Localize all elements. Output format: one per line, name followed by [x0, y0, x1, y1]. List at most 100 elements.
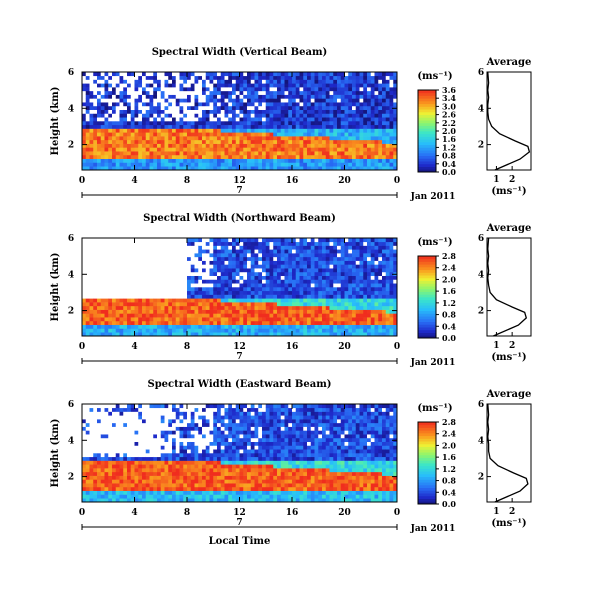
heatmap-cell — [213, 294, 218, 299]
heatmap-cell — [310, 90, 315, 95]
heatmap-cell — [217, 241, 222, 246]
heatmap-cell — [134, 249, 139, 254]
heatmap-cell — [393, 154, 398, 159]
heatmap-cell — [194, 302, 199, 307]
heatmap-cell — [235, 275, 240, 280]
heatmap-cell — [104, 113, 109, 118]
heatmap-cell — [130, 460, 135, 465]
heatmap-cell — [100, 313, 105, 318]
heatmap-cell — [104, 151, 109, 156]
heatmap-cell — [85, 264, 90, 269]
heatmap-cell — [265, 260, 270, 265]
heatmap-cell — [89, 136, 94, 141]
heatmap-cell — [130, 415, 135, 420]
colorbar-swatch — [418, 147, 436, 151]
heatmap-cell — [127, 121, 132, 126]
heatmap-cell — [243, 117, 248, 122]
heatmap-cell — [198, 320, 203, 325]
heatmap-cell — [363, 271, 368, 276]
heatmap-cell — [363, 241, 368, 246]
heatmap-cell — [378, 109, 383, 114]
heatmap-cell — [322, 324, 327, 329]
heatmap-cell — [119, 294, 124, 299]
heatmap-cell — [378, 102, 383, 107]
heatmap-cell — [344, 143, 349, 148]
heatmap-cell — [359, 328, 364, 333]
heatmap-cell — [160, 245, 165, 250]
heatmap-cell — [198, 75, 203, 80]
heatmap-cell — [142, 98, 147, 103]
heatmap-cell — [209, 332, 214, 337]
heatmap-cell — [213, 102, 218, 107]
heatmap-cell — [160, 324, 165, 329]
heatmap-cell — [325, 283, 330, 288]
heatmap-cell — [172, 283, 177, 288]
heatmap-cell — [164, 162, 169, 167]
heatmap-cell — [352, 256, 357, 261]
heatmap-cell — [145, 113, 150, 118]
heatmap-cell — [344, 313, 349, 318]
heatmap-cell — [348, 238, 353, 243]
heatmap-cell — [352, 275, 357, 280]
heatmap-cell — [367, 268, 372, 273]
heatmap-cell — [247, 275, 252, 280]
heatmap-cell — [168, 249, 173, 254]
heatmap-cell — [100, 437, 105, 442]
heatmap-cell — [220, 245, 225, 250]
heatmap-cell — [198, 249, 203, 254]
heatmap-cell — [370, 158, 375, 163]
heatmap-cell — [378, 313, 383, 318]
heatmap-cell — [359, 162, 364, 167]
heatmap-cell — [232, 253, 237, 258]
heatmap-cell — [123, 162, 128, 167]
heatmap-cell — [374, 332, 379, 337]
heatmap-cell — [149, 151, 154, 156]
heatmap-cell — [258, 249, 263, 254]
heatmap-cell — [340, 109, 345, 114]
heatmap-cell — [239, 298, 244, 303]
heatmap-cell — [247, 113, 252, 118]
heatmap-cell — [374, 298, 379, 303]
heatmap-cell — [224, 124, 229, 129]
heatmap-cell — [292, 298, 297, 303]
heatmap-cell — [100, 121, 105, 126]
heatmap-cell — [333, 279, 338, 284]
heatmap-cell — [247, 87, 252, 92]
heatmap-cell — [100, 309, 105, 314]
heatmap-cell — [119, 404, 124, 409]
heatmap-cell — [187, 151, 192, 156]
heatmap-cell — [224, 83, 229, 88]
heatmap-cell — [149, 109, 154, 114]
heatmap-cell — [247, 94, 252, 99]
heatmap-cell — [172, 90, 177, 95]
heatmap-cell — [179, 154, 184, 159]
heatmap-cell — [104, 468, 109, 473]
heatmap-cell — [157, 309, 162, 314]
heatmap-cell — [112, 87, 117, 92]
heatmap-cell — [367, 162, 372, 167]
heatmap-cell — [310, 241, 315, 246]
heatmap-cell — [108, 411, 113, 416]
heatmap-cell — [119, 139, 124, 144]
heatmap-cell — [153, 290, 158, 295]
heatmap-cell — [292, 136, 297, 141]
heatmap-cell — [340, 79, 345, 84]
heatmap-cell — [382, 158, 387, 163]
heatmap-cell — [217, 143, 222, 148]
heatmap-cell — [130, 253, 135, 258]
heatmap-cell — [194, 102, 199, 107]
heatmap-cell — [187, 249, 192, 254]
heatmap-cell — [164, 256, 169, 261]
heatmap-cell — [93, 498, 98, 503]
heatmap-cell — [134, 290, 139, 295]
heatmap-cell — [318, 264, 323, 269]
heatmap-cell — [104, 158, 109, 163]
heatmap-cell — [250, 105, 255, 110]
heatmap-cell — [119, 332, 124, 337]
heatmap-cell — [239, 128, 244, 133]
heatmap-cell — [295, 147, 300, 152]
heatmap-cell — [183, 241, 188, 246]
heatmap-cell — [187, 162, 192, 167]
heatmap-cell — [325, 132, 330, 137]
heatmap-cell — [265, 136, 270, 141]
